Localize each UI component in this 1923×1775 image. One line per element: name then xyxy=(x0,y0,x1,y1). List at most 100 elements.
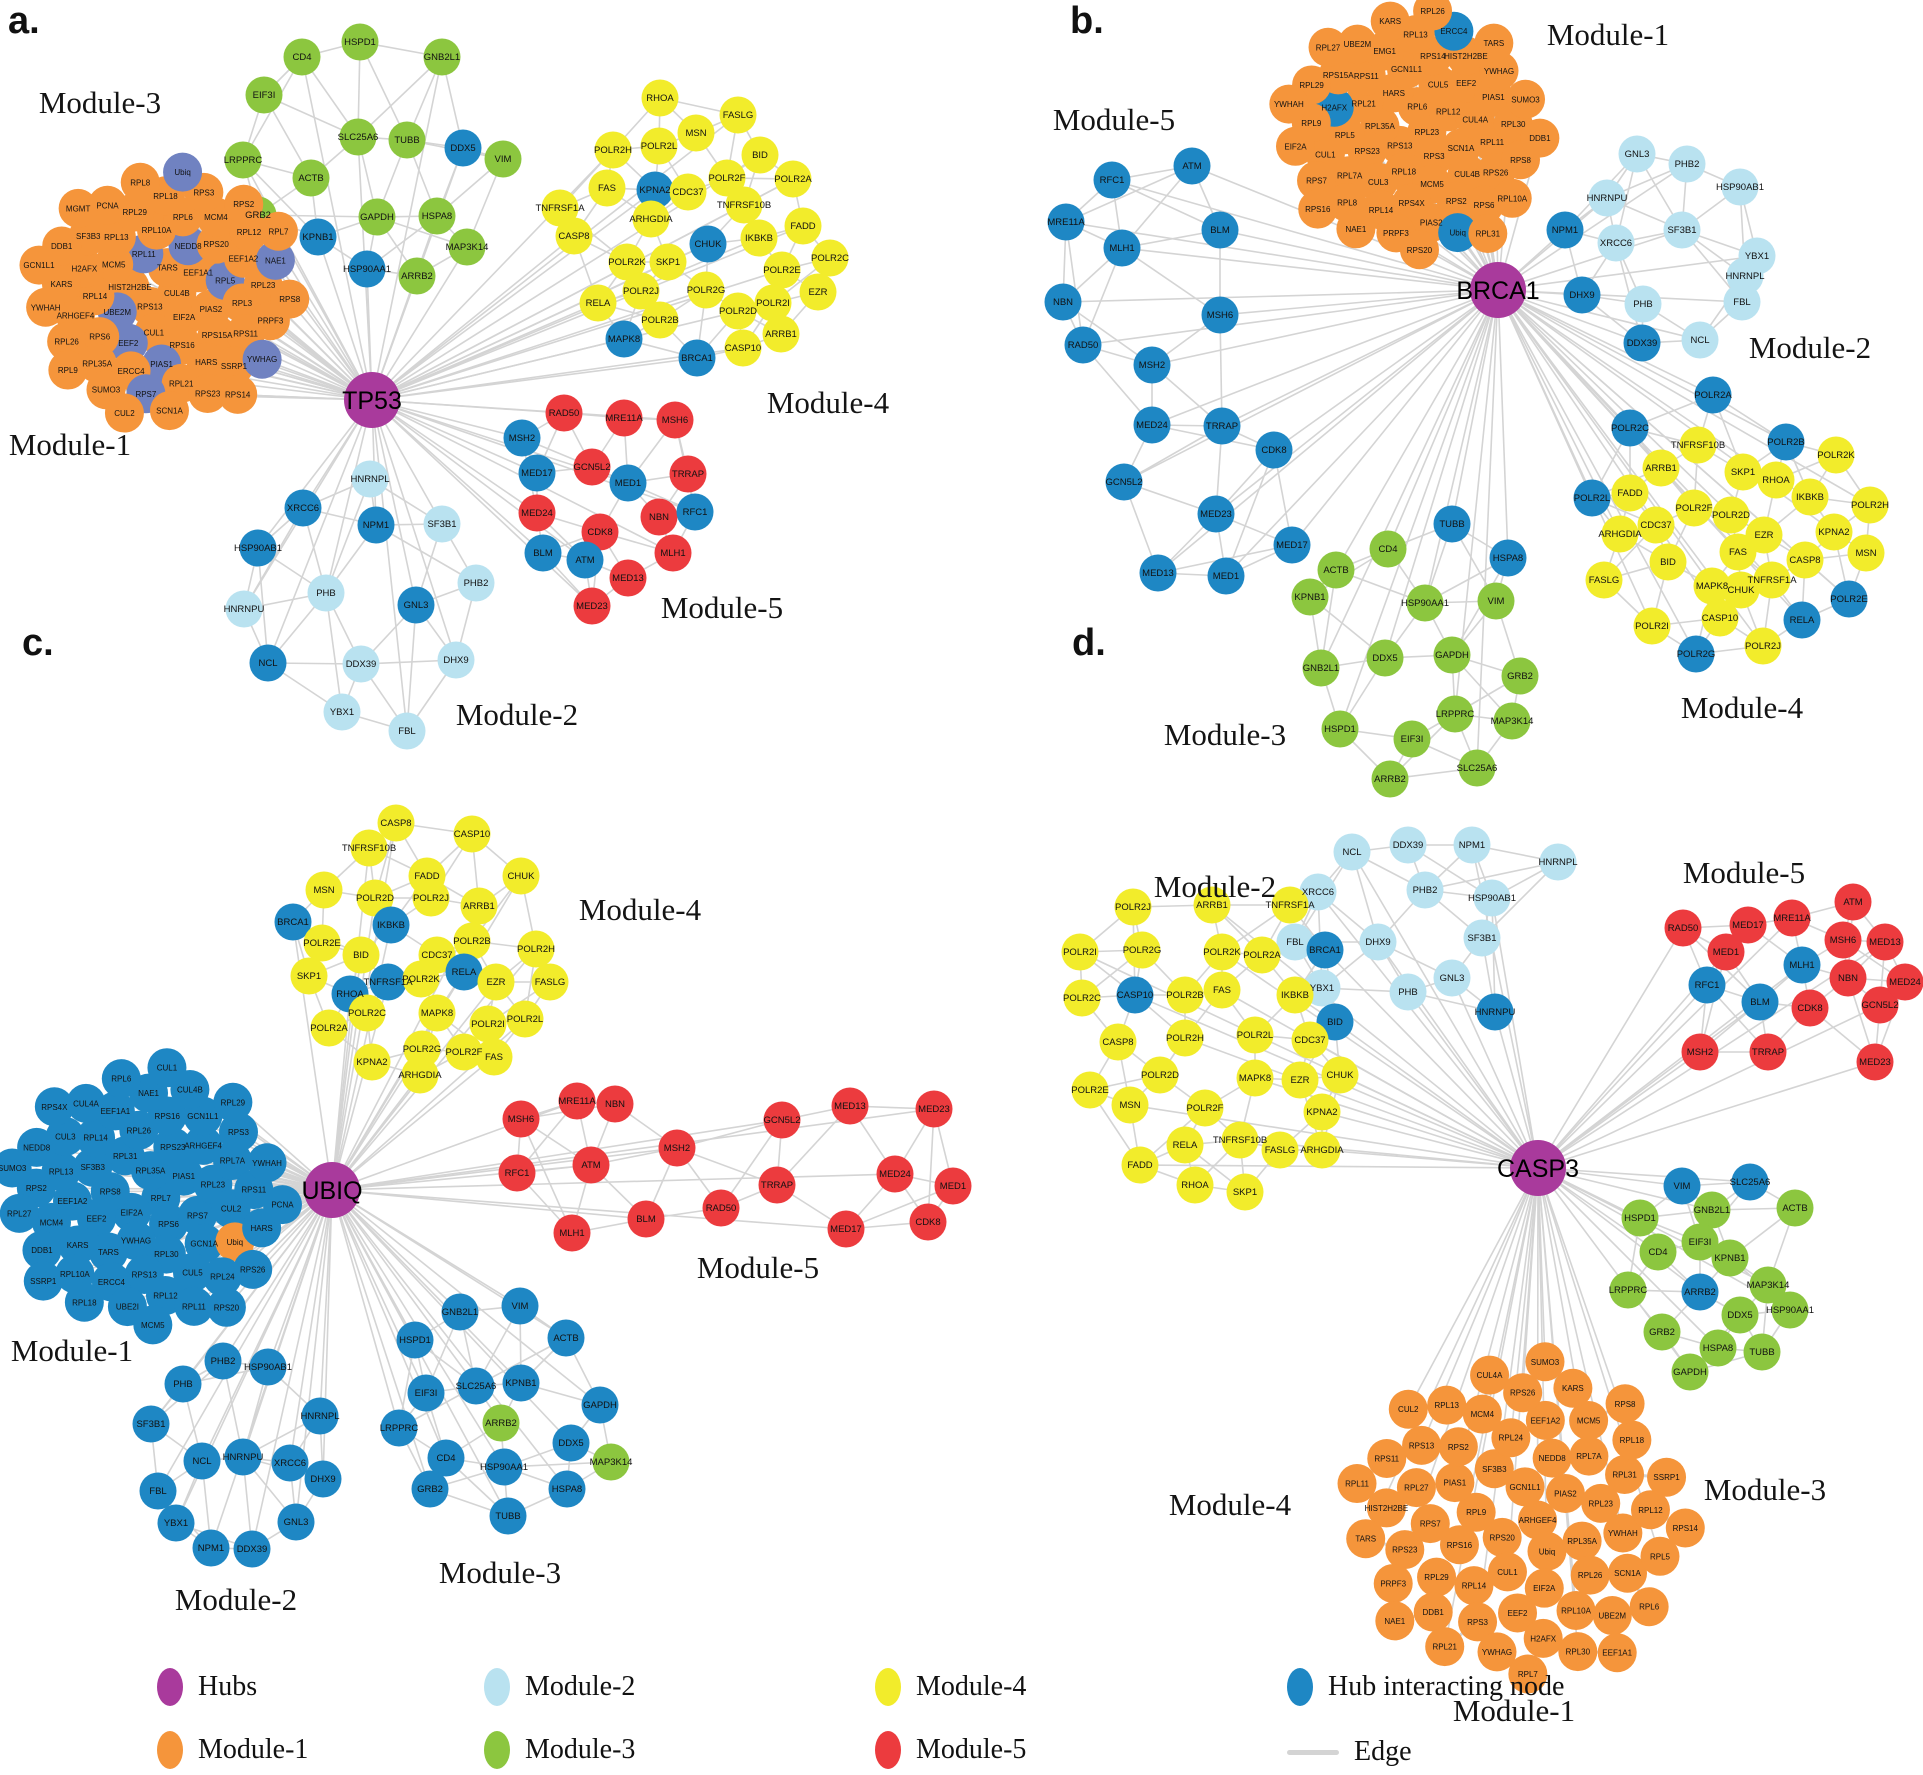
node-HSP90AA1[interactable] xyxy=(485,1448,523,1486)
node-RPL27[interactable] xyxy=(1396,1468,1436,1508)
node-EZR[interactable] xyxy=(477,963,515,1001)
node-FBL[interactable] xyxy=(1723,283,1761,321)
node-MRE11A[interactable] xyxy=(1773,899,1811,937)
node-RHOA[interactable] xyxy=(641,79,679,117)
node-RPL12[interactable] xyxy=(1630,1490,1670,1530)
node-BLM[interactable] xyxy=(627,1200,665,1238)
node-EIF2A[interactable] xyxy=(1275,126,1315,166)
node-HSPD1[interactable] xyxy=(1321,710,1359,748)
node-POLR2I[interactable] xyxy=(1633,607,1671,645)
node-VIM[interactable] xyxy=(1477,582,1515,620)
node-TARS[interactable] xyxy=(1474,23,1514,63)
node-CDK8[interactable] xyxy=(1255,431,1293,469)
node-RPS3[interactable] xyxy=(218,1112,258,1152)
node-NBN[interactable] xyxy=(640,498,678,536)
node-MLH1[interactable] xyxy=(553,1214,591,1252)
node-DDX39[interactable] xyxy=(1389,826,1427,864)
node-MCM5[interactable] xyxy=(1569,1401,1609,1441)
node-PHB[interactable] xyxy=(164,1365,202,1403)
node-RPS23[interactable] xyxy=(1385,1530,1425,1570)
node-FAS[interactable] xyxy=(475,1038,513,1076)
node-GNL3[interactable] xyxy=(1433,959,1471,997)
node-PCNA[interactable] xyxy=(87,185,127,225)
node-EZR[interactable] xyxy=(1281,1061,1319,1099)
node-SKP1[interactable] xyxy=(290,957,328,995)
node-MSN[interactable] xyxy=(1111,1086,1149,1124)
node-GAPDH[interactable] xyxy=(581,1386,619,1424)
node-BLM[interactable] xyxy=(1741,983,1779,1021)
node-GNB2L1[interactable] xyxy=(1302,649,1340,687)
node-RPL27[interactable] xyxy=(0,1193,39,1233)
node-MSN[interactable] xyxy=(677,114,715,152)
node-RPL11[interactable] xyxy=(1337,1464,1377,1504)
node-MED24[interactable] xyxy=(1133,406,1171,444)
node-CD4[interactable] xyxy=(427,1439,465,1477)
node-RPS23[interactable] xyxy=(188,374,228,414)
node-CUL5[interactable] xyxy=(1418,65,1458,105)
node-POLR2H[interactable] xyxy=(594,131,632,169)
node-SF3B1[interactable] xyxy=(132,1405,170,1443)
node-RPL26[interactable] xyxy=(1413,0,1453,31)
node-ATM[interactable] xyxy=(572,1146,610,1184)
node-CD4[interactable] xyxy=(1639,1233,1677,1271)
node-POLR2E[interactable] xyxy=(303,924,341,962)
node-CDK8[interactable] xyxy=(581,513,619,551)
node-ACTB[interactable] xyxy=(1317,551,1355,589)
node-FADD[interactable] xyxy=(1121,1146,1159,1184)
node-NPM1[interactable] xyxy=(1453,826,1491,864)
node-PCNA[interactable] xyxy=(262,1185,302,1225)
node-DDX39[interactable] xyxy=(233,1530,271,1568)
node-BRCA1[interactable] xyxy=(274,903,312,941)
node-FBL[interactable] xyxy=(1276,923,1314,961)
node-YBX1[interactable] xyxy=(157,1504,195,1542)
node-SLC25A6[interactable] xyxy=(1731,1163,1769,1201)
node-POLR2G[interactable] xyxy=(1677,635,1715,673)
node-MED1[interactable] xyxy=(934,1167,972,1205)
node-ARRB1[interactable] xyxy=(460,887,498,925)
node-DHX9[interactable] xyxy=(304,1460,342,1498)
node-KPNA2[interactable] xyxy=(1303,1093,1341,1131)
node-BID[interactable] xyxy=(741,136,779,174)
node-CDC37[interactable] xyxy=(1291,1021,1329,1059)
node-MAPK8[interactable] xyxy=(1236,1059,1274,1097)
node-SF3B1[interactable] xyxy=(1663,211,1701,249)
node-MLH1[interactable] xyxy=(1783,946,1821,984)
node-RPL35A[interactable] xyxy=(1562,1521,1602,1561)
node-MED24[interactable] xyxy=(518,494,556,532)
node-CUL4A[interactable] xyxy=(66,1083,106,1123)
node-POLR2K[interactable] xyxy=(1817,436,1855,474)
node-GCN5L2[interactable] xyxy=(763,1101,801,1139)
node-RPL8[interactable] xyxy=(120,162,160,202)
node-SF3B1[interactable] xyxy=(1463,919,1501,957)
node-MLH1[interactable] xyxy=(654,534,692,572)
node-MCM5[interactable] xyxy=(133,1305,173,1345)
node-NPM1[interactable] xyxy=(1546,211,1584,249)
node-BRCA1[interactable] xyxy=(1306,931,1344,969)
node-TUBB[interactable] xyxy=(489,1497,527,1535)
node-POLR2K[interactable] xyxy=(402,960,440,998)
node-TNFRSF1A[interactable] xyxy=(369,963,407,1001)
node-GNL3[interactable] xyxy=(397,586,435,624)
node-YWHAG[interactable] xyxy=(242,339,282,379)
node-MRE11A[interactable] xyxy=(605,399,643,437)
node-ARHGDIA[interactable] xyxy=(1601,515,1639,553)
node-CD4[interactable] xyxy=(283,38,321,76)
node-CASP10[interactable] xyxy=(1701,599,1739,637)
node-RPS3[interactable] xyxy=(1458,1602,1498,1642)
node-CUL5[interactable] xyxy=(172,1253,212,1293)
node-HSP90AA1[interactable] xyxy=(1771,1291,1809,1329)
node-POLR2C[interactable] xyxy=(1611,409,1649,447)
node-CDK8[interactable] xyxy=(909,1203,947,1241)
node-EIF3I[interactable] xyxy=(245,76,283,114)
node-MED24[interactable] xyxy=(876,1155,914,1193)
node-TNFRSF1A[interactable] xyxy=(541,189,579,227)
node-MED17[interactable] xyxy=(518,454,556,492)
node-RFC1[interactable] xyxy=(1093,161,1131,199)
node-XRCC6[interactable] xyxy=(271,1444,309,1482)
hub-TP53[interactable] xyxy=(344,372,400,428)
node-KARS[interactable] xyxy=(58,1225,98,1265)
node-VIM[interactable] xyxy=(484,140,522,178)
node-POLR2C[interactable] xyxy=(811,239,849,277)
node-POLR2F[interactable] xyxy=(445,1033,483,1071)
node-GNB2L1[interactable] xyxy=(423,38,461,76)
